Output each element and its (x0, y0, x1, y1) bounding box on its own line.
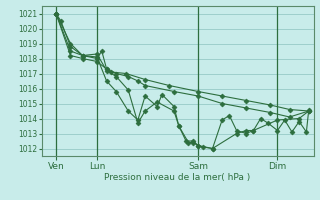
X-axis label: Pression niveau de la mer( hPa ): Pression niveau de la mer( hPa ) (104, 173, 251, 182)
